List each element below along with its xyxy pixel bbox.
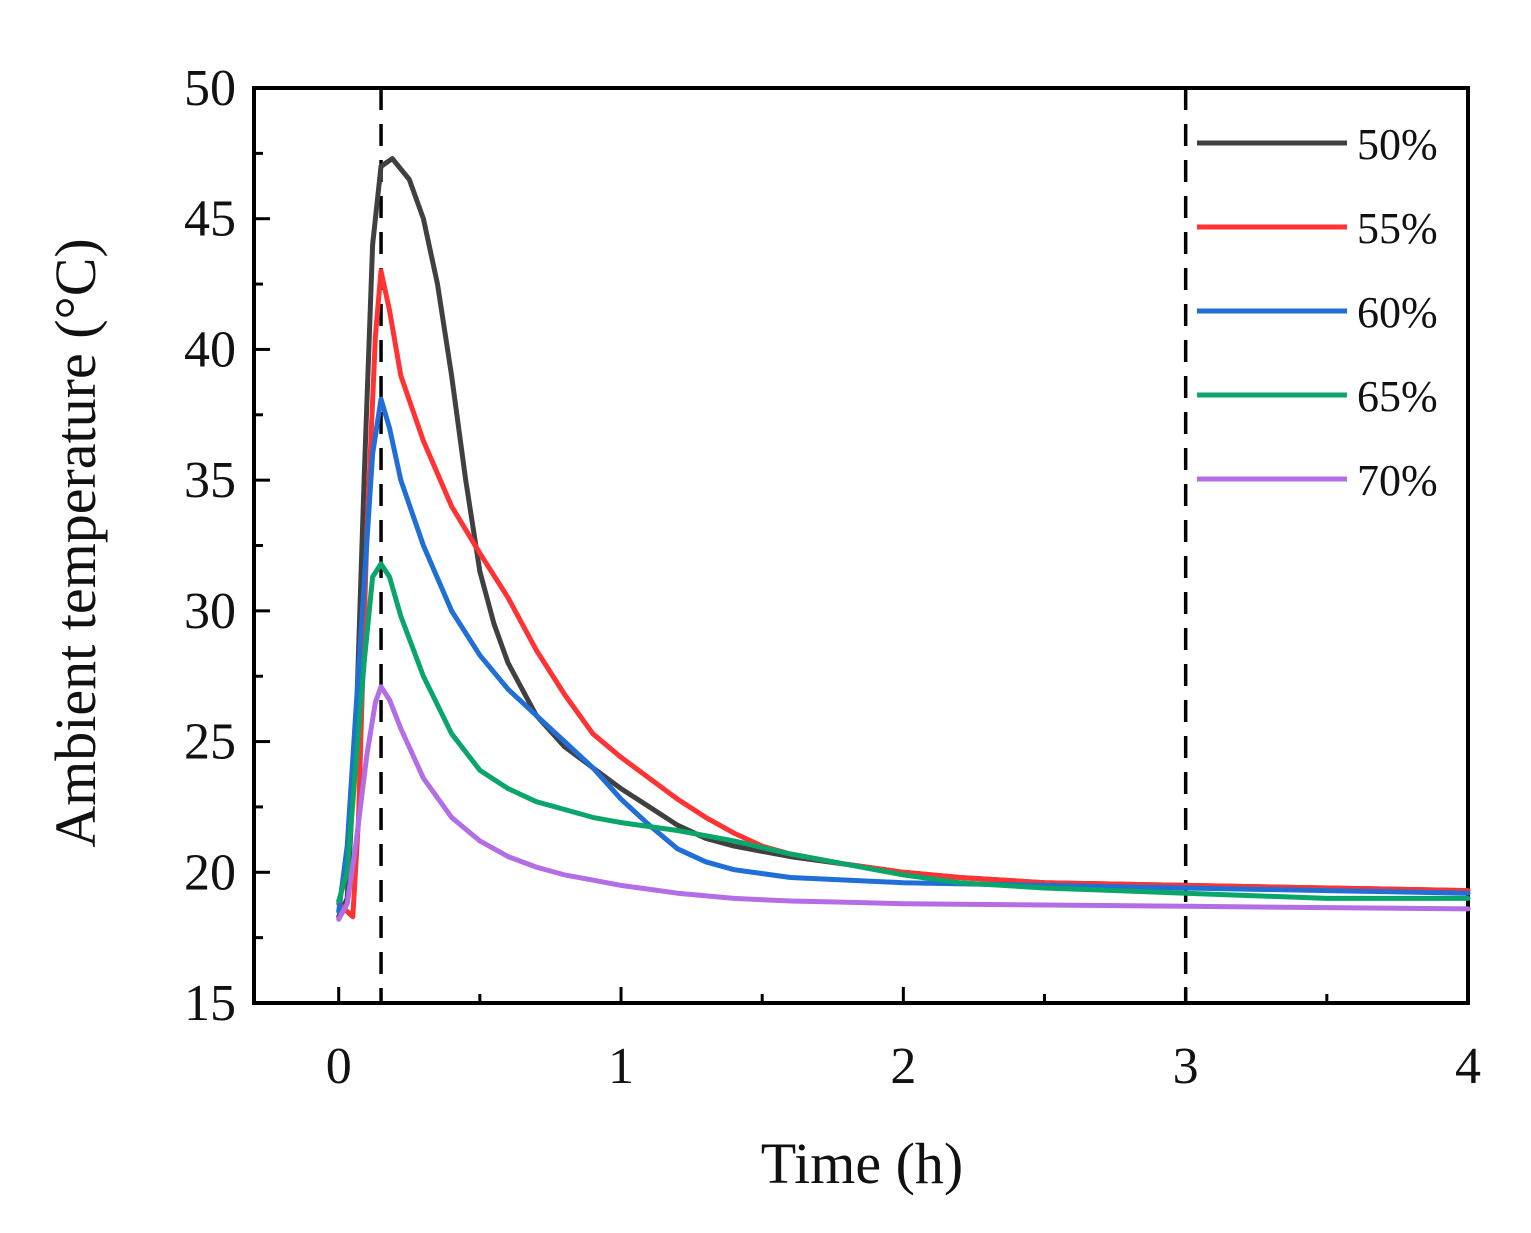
y-tick-label: 45 xyxy=(184,191,236,248)
x-tick-label: 2 xyxy=(890,1038,916,1095)
legend: 50% 55% 60% 65% 70% xyxy=(1197,120,1438,505)
legend-label: 65% xyxy=(1357,372,1438,421)
y-axis-title: Ambient temperature (°C) xyxy=(43,238,108,847)
series-line xyxy=(336,684,1471,922)
y-tick-label: 35 xyxy=(184,452,236,509)
x-axis: 0 1 2 3 4 xyxy=(326,987,1481,1095)
x-tick-label: 3 xyxy=(1173,1038,1199,1095)
reference-lines xyxy=(379,88,1188,1003)
x-axis-title: Time (h) xyxy=(761,1131,964,1196)
y-tick-label: 40 xyxy=(184,321,236,378)
y-tick-label: 20 xyxy=(184,844,236,901)
legend-label: 55% xyxy=(1357,204,1438,253)
legend-label: 60% xyxy=(1357,288,1438,337)
x-tick-label: 0 xyxy=(326,1038,352,1095)
legend-label: 70% xyxy=(1357,456,1438,505)
y-tick-label: 30 xyxy=(184,583,236,640)
y-axis: 15 20 25 30 35 40 45 50 xyxy=(184,60,270,1032)
series-lines xyxy=(336,156,1471,922)
y-tick-label: 25 xyxy=(184,714,236,771)
y-tick-label: 50 xyxy=(184,60,236,117)
series-line xyxy=(336,561,1471,904)
series-line xyxy=(336,156,1471,920)
y-tick-label: 15 xyxy=(184,975,236,1032)
legend-label: 50% xyxy=(1357,120,1438,169)
x-tick-label: 1 xyxy=(608,1038,634,1095)
x-tick-label: 4 xyxy=(1455,1038,1481,1095)
series-line xyxy=(336,268,1471,920)
series-line xyxy=(336,396,1471,914)
